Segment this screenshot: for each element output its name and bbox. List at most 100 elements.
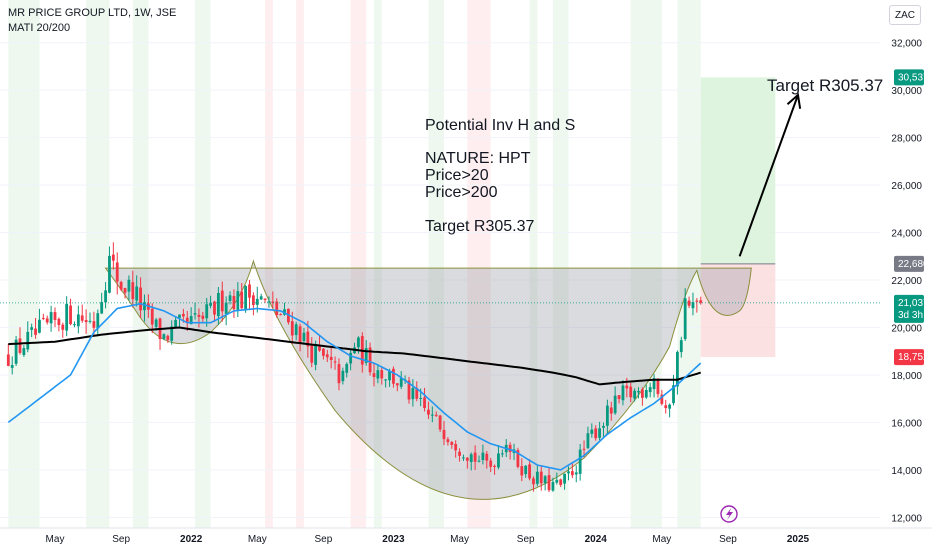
candle-body [609, 407, 613, 414]
bar-countdown-label: 3d 3h [898, 310, 923, 321]
y-tick-label: 14,000 [891, 466, 922, 477]
x-tick-label: Sep [517, 534, 535, 545]
candle-body [189, 316, 193, 325]
candle-body [240, 291, 244, 309]
candle-body [220, 290, 224, 312]
candle-body [228, 295, 232, 301]
candle-body [528, 464, 531, 479]
highlight-band [373, 0, 382, 528]
candle-body [314, 344, 318, 365]
candle-body [61, 324, 65, 330]
x-tick-label: May [652, 534, 671, 545]
pattern-note: Potential Inv H and S [425, 117, 576, 134]
candle-body [640, 389, 644, 398]
x-tick-label: 2023 [382, 534, 405, 545]
candle-body [349, 352, 353, 364]
price200-note: Price>200 [425, 184, 498, 201]
nature-note: NATURE: HPT [425, 150, 531, 167]
candle-body [154, 319, 158, 327]
symbol-title: MR PRICE GROUP LTD, 1W, JSE [8, 7, 177, 19]
candle-body [209, 302, 212, 306]
price-tags: 30,537 22,680 21,037 3d 3h 18,752 [894, 69, 929, 366]
candle-body [376, 370, 380, 379]
candle-body [497, 453, 500, 468]
highlight-band [677, 0, 701, 528]
lightning-icon[interactable] [720, 505, 738, 523]
indicator-title[interactable]: MATI 20/200 [8, 22, 71, 34]
candle-body [123, 288, 127, 293]
candle-body [683, 298, 687, 340]
candle-body [660, 394, 664, 404]
candle-body [446, 439, 450, 443]
candle-body [582, 448, 586, 450]
x-tick-label: May [450, 534, 469, 545]
stop-zone [700, 263, 776, 358]
x-tick-label: 2024 [585, 534, 608, 545]
candle-body [388, 370, 391, 381]
candle-body [248, 284, 251, 298]
highlight-band [296, 0, 304, 528]
candle-body [213, 301, 216, 315]
candle-body [205, 304, 209, 319]
y-tick-label: 12,000 [891, 513, 922, 524]
candle-body [559, 479, 563, 485]
candle-body [415, 387, 419, 399]
candle-body [41, 317, 45, 319]
candle-body [57, 318, 61, 325]
candle-body [520, 466, 524, 476]
candle-body [676, 351, 679, 387]
candle-body [567, 471, 570, 474]
candle-body [290, 321, 294, 336]
candle-body [368, 347, 372, 373]
current-price-label: 21,037 [898, 298, 929, 309]
y-tick-label: 16,000 [891, 418, 922, 429]
candle-body [438, 415, 442, 430]
candle-body [563, 473, 566, 484]
candle-body [555, 479, 559, 483]
entry-price-tag: 22,680 [894, 255, 929, 272]
y-tick-label: 20,000 [891, 323, 922, 334]
candle-body [271, 301, 275, 304]
candle-body [337, 364, 341, 384]
candle-body [197, 314, 201, 317]
stop-price-tag: 18,752 [894, 349, 929, 366]
candle-body [380, 370, 384, 379]
candle-body [695, 300, 699, 302]
candle-body [53, 312, 57, 320]
highlight-band [630, 0, 662, 528]
candle-body [65, 303, 69, 331]
candle-body [458, 451, 461, 456]
candle-body [251, 295, 255, 306]
candle-body [489, 460, 493, 467]
candle-body [578, 449, 582, 474]
candle-body [34, 328, 37, 335]
candle-body [551, 481, 555, 491]
candle-body [322, 348, 325, 356]
candle-body [325, 354, 329, 358]
candle-body [119, 281, 123, 290]
candle-body [419, 397, 423, 399]
candle-body [14, 339, 18, 364]
candle-body [481, 452, 485, 460]
candle-body [310, 345, 314, 363]
highlight-band [467, 0, 491, 528]
highlight-band [8, 0, 40, 528]
currency-button[interactable]: ZAC [889, 5, 921, 25]
x-tick-label: May [46, 534, 65, 545]
candle-body [185, 317, 189, 324]
candle-body [625, 385, 629, 389]
candle-body [275, 301, 279, 316]
candle-body [539, 471, 543, 484]
candle-body [411, 387, 415, 400]
candle-body [473, 452, 477, 462]
target-note: Target R305.37 [425, 218, 535, 235]
candle-body [139, 287, 142, 311]
highlight-band [132, 0, 149, 528]
candle-body [178, 314, 181, 318]
candle-body [629, 386, 633, 398]
candle-body [244, 286, 248, 310]
stop-price-label: 18,752 [898, 352, 929, 363]
candle-body [302, 332, 306, 342]
candle-body [384, 379, 388, 381]
